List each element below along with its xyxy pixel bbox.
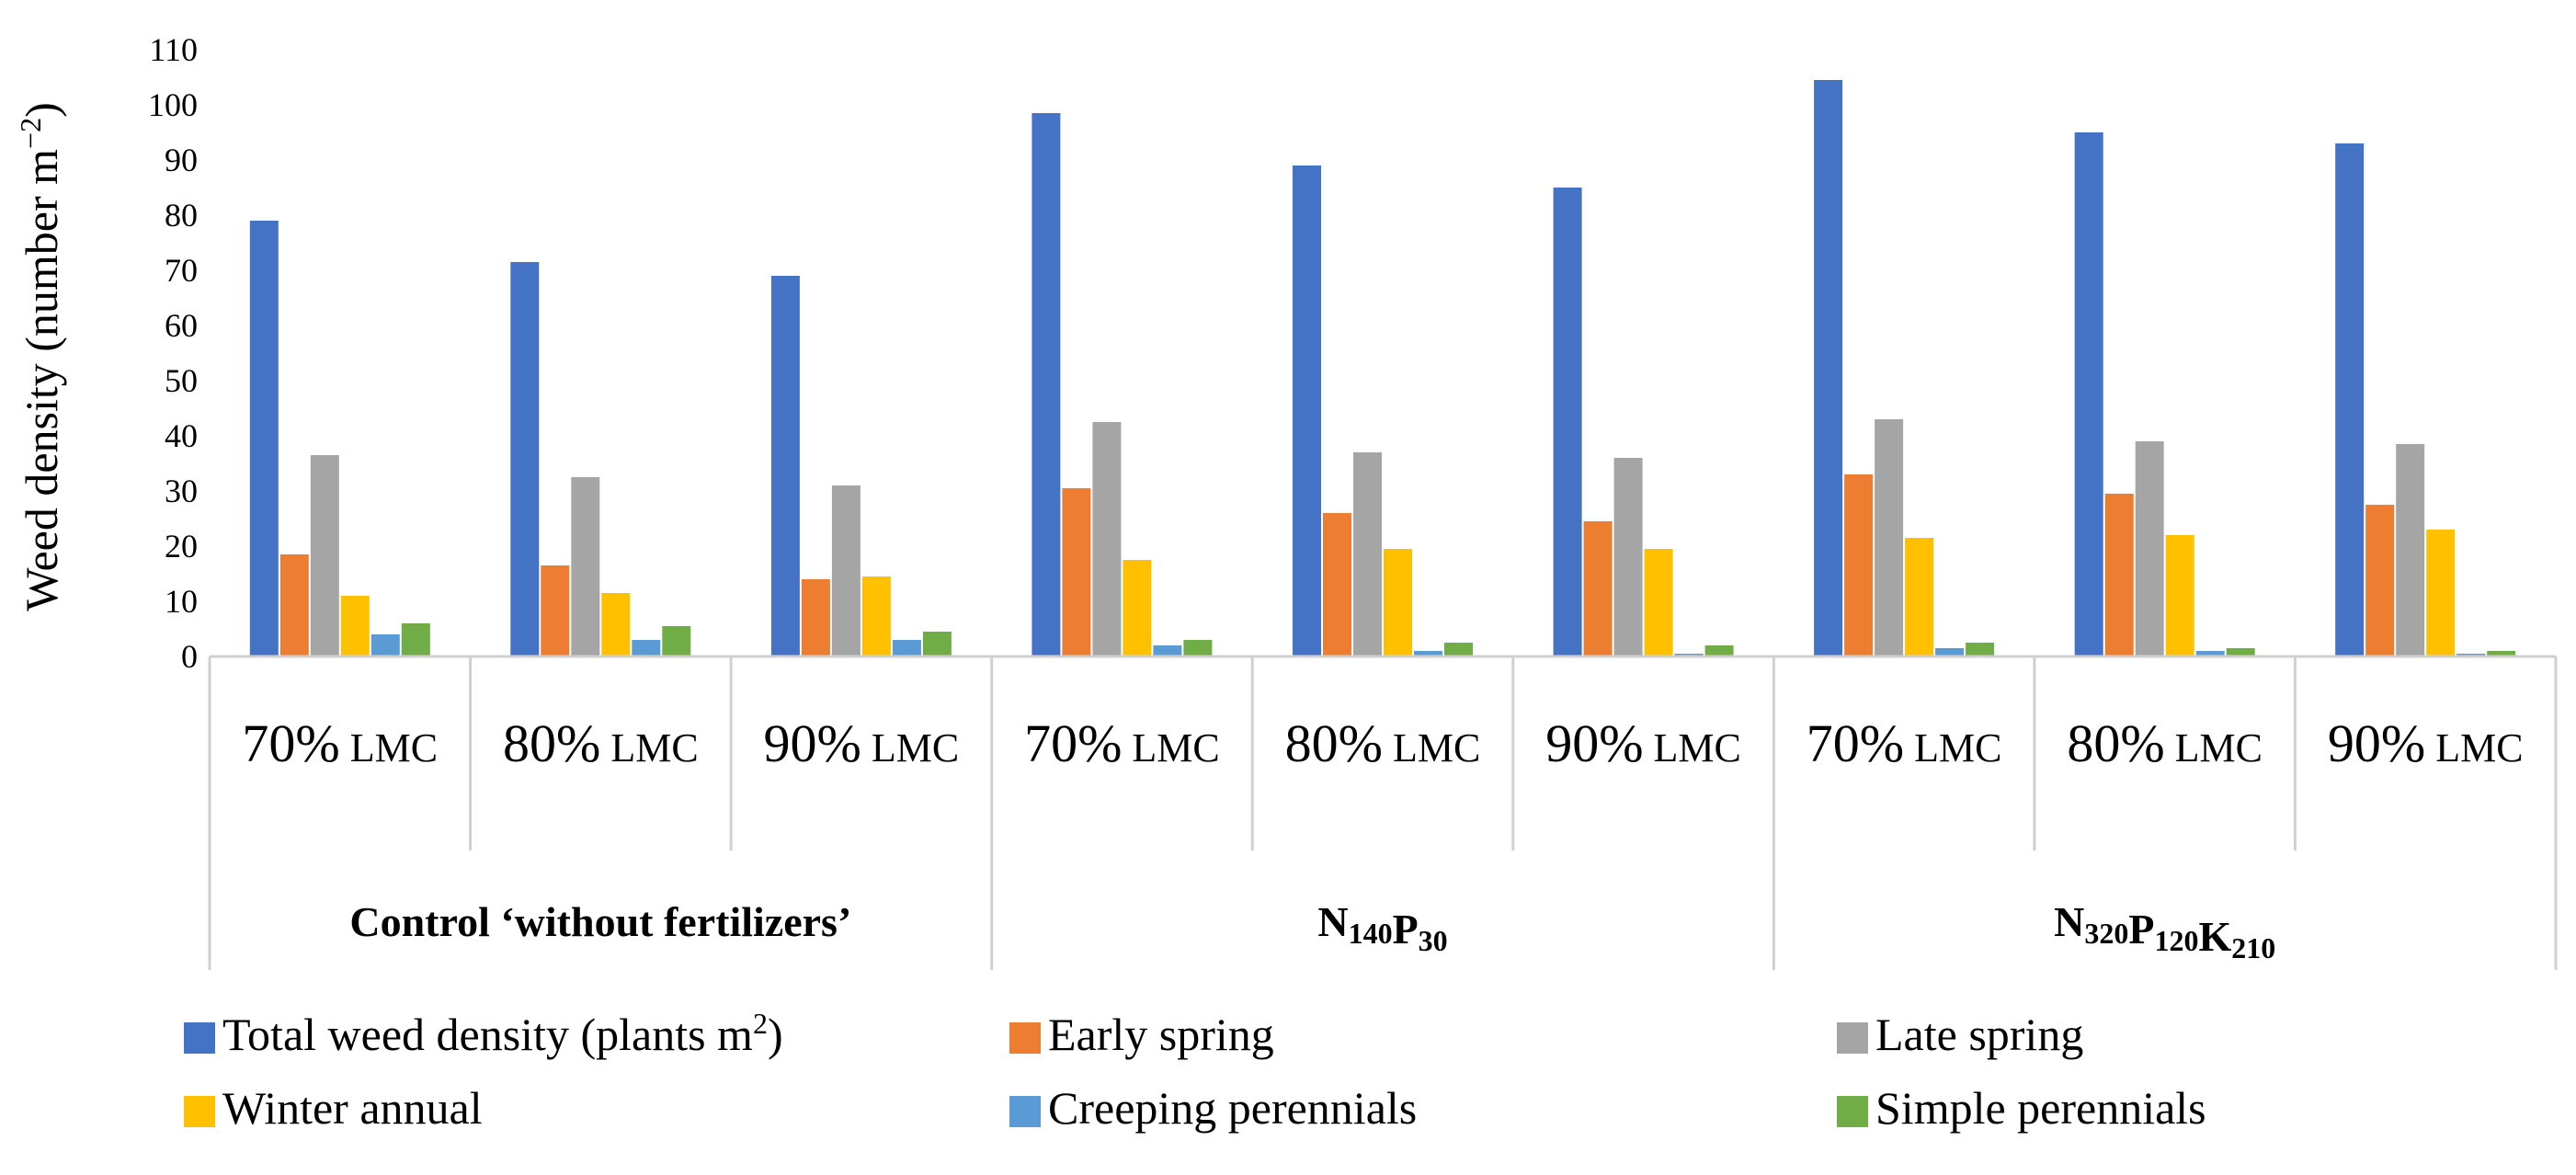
legend-label: Total weed density (plants m2) [222,1007,783,1060]
bar-early-spring-4 [1062,488,1091,656]
bar-winter-annual-1 [340,596,370,656]
bar-simple-perennials-3 [922,632,952,656]
category-labels: 70% LMC 80% LMC 90% LMC 70% LMC 80% LMC 90% L… [242,713,2523,773]
bar-winter-annual-3 [861,576,891,656]
bar-simple-perennials-6 [1704,645,1734,656]
bar-total-weed-density-plants-m-5 [1293,165,1321,656]
y-tick-label: 10 [165,583,198,620]
bar-early-spring-3 [801,579,830,656]
group-label-1: Control ‘without fertilizers’ [349,898,851,945]
y-tick-label: 70 [165,252,198,289]
y-axis-label: Weed density (number m−2) [14,102,67,611]
bar-early-spring-6 [1583,521,1613,656]
legend-swatch [1009,1022,1041,1054]
bar-creeping-perennials-4 [1153,645,1182,656]
category-label: 80% LMC [503,713,699,773]
y-tick-label: 0 [181,638,198,675]
bar-simple-perennials-8 [2226,648,2255,656]
bar-simple-perennials-7 [1966,643,1995,656]
bar-early-spring-5 [1323,513,1351,656]
bar-winter-annual-8 [2165,535,2194,656]
bar-simple-perennials-4 [1183,640,1213,656]
category-label: 80% LMC [1285,713,1481,773]
bar-winter-annual-9 [2426,530,2456,656]
bar-total-weed-density-plants-m-9 [2335,143,2365,656]
group-label-3: N320P120K210 [2054,898,2275,964]
legend-label: Early spring [1048,1009,1274,1060]
bar-creeping-perennials-1 [370,634,400,656]
bar-total-weed-density-plants-m-2 [510,262,540,656]
category-label: 70% LMC [1024,713,1220,773]
bar-creeping-perennials-5 [1414,651,1442,656]
bar-total-weed-density-plants-m-1 [249,221,279,656]
bar-creeping-perennials-2 [632,640,661,656]
y-axis-ticks: 0 10 20 30 40 50 60 70 80 90 100 110 [148,31,198,675]
category-label: 90% LMC [1545,713,1741,773]
category-label: 70% LMC [1807,713,2002,773]
y-axis-title: Weed density (number m−2) [14,102,67,611]
legend: Total weed density (plants m2) Early spri… [184,1007,2206,1134]
y-tick-label: 60 [165,307,198,344]
bar-total-weed-density-plants-m-7 [1814,80,1843,656]
bar-early-spring-2 [541,565,570,656]
bar-creeping-perennials-8 [2195,651,2225,656]
bar-winter-annual-6 [1644,549,1673,656]
legend-label: Winter annual [222,1082,483,1134]
legend-swatch [1837,1022,1868,1054]
bar-early-spring-1 [279,554,309,656]
bar-late-spring-4 [1092,422,1122,656]
y-tick-label: 20 [165,528,198,565]
bar-late-spring-9 [2396,444,2425,656]
y-tick-label: 90 [165,142,198,178]
legend-swatch [1009,1096,1041,1127]
bar-late-spring-3 [831,485,861,656]
bar-total-weed-density-plants-m-4 [1032,113,1061,656]
bar-winter-annual-4 [1123,560,1152,656]
bar-late-spring-6 [1613,458,1643,656]
bar-late-spring-5 [1353,452,1382,656]
legend-swatch [184,1022,215,1054]
bar-late-spring-2 [571,477,600,656]
category-label: 80% LMC [2067,713,2263,773]
y-tick-label: 80 [165,197,198,234]
legend-label: Simple perennials [1875,1082,2206,1134]
bar-total-weed-density-plants-m-6 [1553,188,1582,656]
y-tick-label: 100 [148,86,198,123]
bar-late-spring-8 [2135,441,2164,656]
group-label-2: N140P30 [1317,898,1447,957]
legend-label: Late spring [1875,1009,2083,1060]
y-tick-label: 110 [149,31,198,68]
category-label: 90% LMC [764,713,960,773]
legend-swatch [1837,1096,1868,1127]
y-tick-label: 40 [165,417,198,454]
category-label: 90% LMC [2328,713,2524,773]
bar-simple-perennials-5 [1444,643,1473,656]
bar-winter-annual-7 [1905,538,1934,656]
bar-late-spring-7 [1875,419,1904,656]
bar-winter-annual-5 [1384,549,1412,656]
bar-early-spring-9 [2365,505,2395,656]
axes [208,655,2558,970]
legend-label: Creeping perennials [1048,1082,1417,1134]
bar-total-weed-density-plants-m-8 [2074,132,2103,656]
bar-creeping-perennials-3 [892,640,921,656]
bar-total-weed-density-plants-m-3 [770,276,800,656]
y-tick-label: 30 [165,473,198,509]
bar-early-spring-8 [2104,494,2134,656]
group-labels: Control ‘without fertilizers’ N140P30 N320… [349,898,2275,964]
y-tick-label: 50 [165,362,198,399]
bar-early-spring-7 [1844,474,1874,656]
bars [249,80,2516,656]
bar-simple-perennials-9 [2487,651,2516,656]
category-label: 70% LMC [242,713,438,773]
legend-swatch [184,1096,215,1127]
bar-creeping-perennials-7 [1935,648,1965,656]
bar-late-spring-1 [310,455,339,656]
bar-simple-perennials-2 [662,626,691,656]
bar-simple-perennials-1 [401,623,430,656]
bar-winter-annual-2 [601,593,631,656]
